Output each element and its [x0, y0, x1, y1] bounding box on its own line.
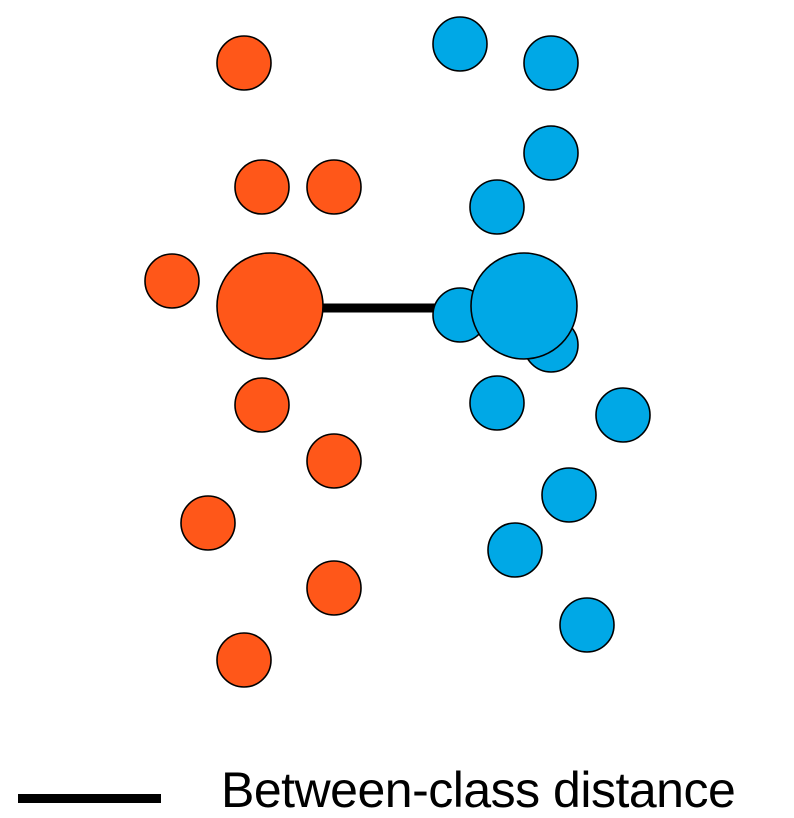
class-b-centroid — [470, 252, 578, 360]
class-b-point — [559, 597, 615, 653]
class-a-point — [306, 159, 362, 215]
class-b-point — [469, 375, 525, 431]
class-a-point — [306, 433, 362, 489]
legend-line-swatch — [18, 794, 161, 803]
class-b-point — [523, 125, 579, 181]
points-layer — [144, 16, 651, 688]
class-a-point — [234, 159, 290, 215]
class-a-point — [234, 377, 290, 433]
legend: Between-class distance — [18, 760, 788, 818]
legend-label: Between-class distance — [221, 762, 736, 818]
class-a-point — [216, 632, 272, 688]
class-b-point — [469, 179, 525, 235]
class-a-point — [216, 35, 272, 91]
class-a-point — [180, 495, 236, 551]
class-b-point — [432, 16, 488, 72]
class-a-centroid — [216, 252, 324, 360]
class-b-point — [541, 467, 597, 523]
class-b-point — [595, 387, 651, 443]
class-a-point — [144, 253, 200, 309]
class-a-point — [306, 560, 362, 616]
class-b-point — [523, 35, 579, 91]
centroid-layer — [216, 252, 578, 360]
class-b-point — [487, 522, 543, 578]
